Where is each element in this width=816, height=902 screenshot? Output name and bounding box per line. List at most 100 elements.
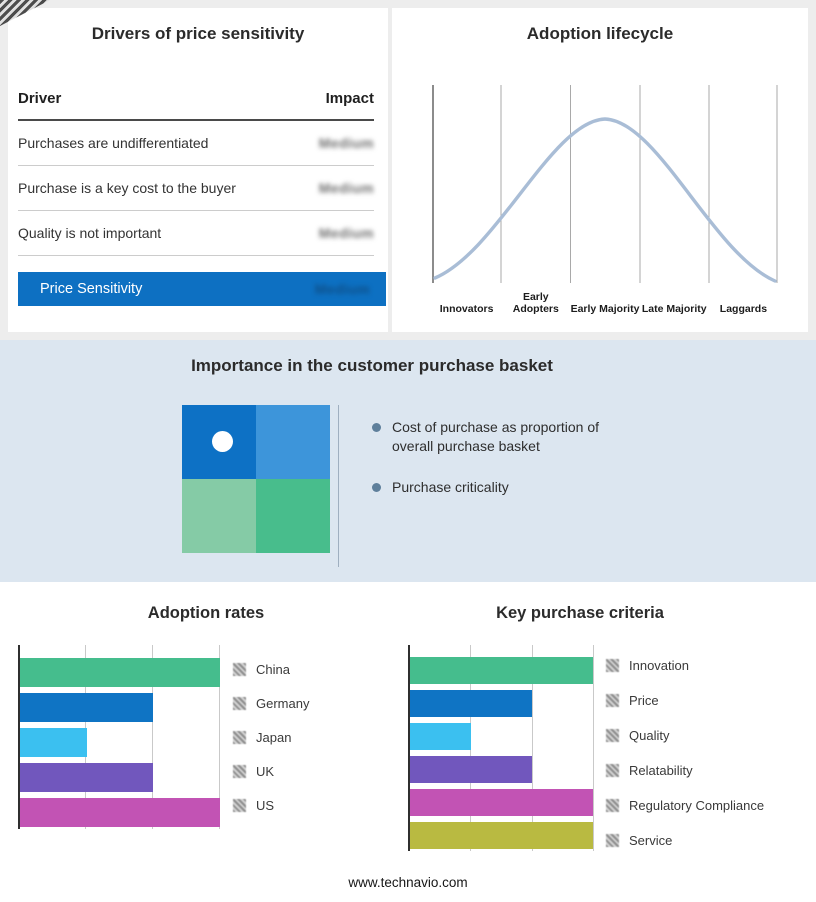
gridline <box>152 645 153 829</box>
adoption-rates-title: Adoption rates <box>147 604 265 622</box>
bar-germany <box>20 693 154 722</box>
bottom-charts-section: Adoption rates Key purchase criteria Chi… <box>0 582 816 902</box>
hatched-swatch-icon <box>606 764 619 777</box>
quadrant-bottom-left <box>182 479 256 553</box>
bar-innovation <box>410 657 593 684</box>
legend-label: Quality <box>629 728 670 743</box>
lifecycle-title: Adoption lifecycle <box>526 24 674 43</box>
hatched-swatch-icon <box>233 663 246 676</box>
bell-curve-chart <box>432 85 778 283</box>
quadrant-axis-line <box>338 405 339 567</box>
position-dot <box>212 431 233 452</box>
legend-item-japan: Japan <box>233 730 309 745</box>
lifecycle-stage-labels: Innovators Early Adopters Early Majority… <box>432 289 778 315</box>
adoption-rates-chart <box>18 645 220 829</box>
quadrant-bottom-right <box>256 479 330 553</box>
bullet-text: Cost of purchase as proportion of overal… <box>392 419 600 454</box>
bullet-icon <box>372 423 381 432</box>
footer-url[interactable]: www.technavio.com <box>348 875 468 890</box>
legend-label: China <box>256 662 290 677</box>
bar-price <box>410 690 532 717</box>
basket-bullet-list: Cost of purchase as proportion of overal… <box>372 418 624 519</box>
driver-cell: Purchases are undifferentiated <box>18 135 209 151</box>
bar-group <box>410 645 593 851</box>
hatched-swatch-icon <box>233 765 246 778</box>
legend-item-relatability: Relatability <box>606 763 764 778</box>
drivers-panel: Drivers of price sensitivity Driver Impa… <box>8 8 388 332</box>
legend-label: Innovation <box>629 658 689 673</box>
legend-item-china: China <box>233 662 309 677</box>
gridline <box>532 645 533 851</box>
drivers-title: Drivers of price sensitivity <box>91 24 305 43</box>
bar-service <box>410 822 593 849</box>
legend-label: Japan <box>256 730 292 745</box>
bell-curve <box>433 117 777 283</box>
bar-china <box>20 658 220 687</box>
legend-item-us: US <box>233 798 309 813</box>
legend-label: Service <box>629 833 673 848</box>
legend-label: Germany <box>256 696 310 711</box>
gridline <box>593 645 594 851</box>
hatched-swatch-icon <box>606 834 619 847</box>
bar-quality <box>410 723 471 750</box>
bullet-item: Purchase criticality <box>372 478 624 497</box>
legend-item-service: Service <box>606 833 764 848</box>
impact-cell-redacted: Medium <box>318 180 374 196</box>
hatched-swatch-icon <box>606 694 619 707</box>
driver-cell: Purchase is a key cost to the buyer <box>18 180 236 196</box>
bar-japan <box>20 728 87 757</box>
driver-cell: Quality is not important <box>18 225 162 241</box>
bar-uk <box>20 763 154 792</box>
table-header: Driver Impact <box>18 90 374 121</box>
bar-regulatory-compliance <box>410 789 593 816</box>
col-driver: Driver <box>18 90 62 107</box>
bar-group <box>20 645 220 829</box>
quadrant-matrix <box>182 405 330 553</box>
quadrant-top-right <box>256 405 330 479</box>
hatched-swatch-icon <box>233 697 246 710</box>
legend-label: Relatability <box>629 763 693 778</box>
bar-relatability <box>410 756 532 783</box>
stage-label: Early Majority <box>570 303 640 315</box>
impact-cell-redacted: Medium <box>318 135 374 151</box>
stage-label: Late Majority <box>641 303 707 315</box>
legend-item-innovation: Innovation <box>606 658 764 673</box>
impact-cell-redacted: Medium <box>318 225 374 241</box>
key-criteria-title: Key purchase criteria <box>496 604 664 622</box>
drivers-table: Driver Impact Purchases are undifferenti… <box>18 90 374 256</box>
legend-item-uk: UK <box>233 764 309 779</box>
stage-label: Innovators <box>439 303 494 315</box>
legend-item-germany: Germany <box>233 696 309 711</box>
price-sensitivity-bar: Price Sensitivity Medium <box>18 272 386 306</box>
legend-label: Price <box>629 693 659 708</box>
legend-label: Regulatory Compliance <box>629 798 765 813</box>
hatched-swatch-icon <box>606 799 619 812</box>
legend-label: UK <box>256 764 275 779</box>
legend-item-quality: Quality <box>606 728 764 743</box>
gridline <box>219 645 220 829</box>
bullet-item: Cost of purchase as proportion of overal… <box>372 418 624 456</box>
hatched-swatch-icon <box>606 729 619 742</box>
legend-item-regulatory-compliance: Regulatory Compliance <box>606 798 764 813</box>
basket-title: Importance in the customer purchase bask… <box>191 356 553 375</box>
stage-label: Laggards <box>719 303 768 315</box>
bullet-text: Purchase criticality <box>392 479 509 495</box>
purchase-basket-band: Importance in the customer purchase bask… <box>0 340 816 582</box>
impact-cell-redacted: Medium <box>314 281 370 297</box>
hatched-swatch-icon <box>606 659 619 672</box>
key-criteria-legend: Innovation Price Quality Relatability Re… <box>606 658 764 868</box>
col-impact: Impact <box>325 90 374 107</box>
legend-label: US <box>256 798 275 813</box>
hatched-swatch-icon <box>233 799 246 812</box>
bullet-icon <box>372 483 381 492</box>
key-criteria-chart <box>408 645 594 851</box>
table-row: Quality is not important Medium <box>18 211 374 256</box>
bar-us <box>20 798 220 827</box>
stage-label: Early Adopters <box>512 291 559 315</box>
hatched-swatch-icon <box>233 731 246 744</box>
table-row: Purchase is a key cost to the buyer Medi… <box>18 166 374 211</box>
table-row: Purchases are undifferentiated Medium <box>18 121 374 166</box>
lifecycle-panel: Adoption lifecycle Innovators Early Adop… <box>392 8 808 332</box>
adoption-rates-legend: China Germany Japan UK US <box>233 662 309 832</box>
